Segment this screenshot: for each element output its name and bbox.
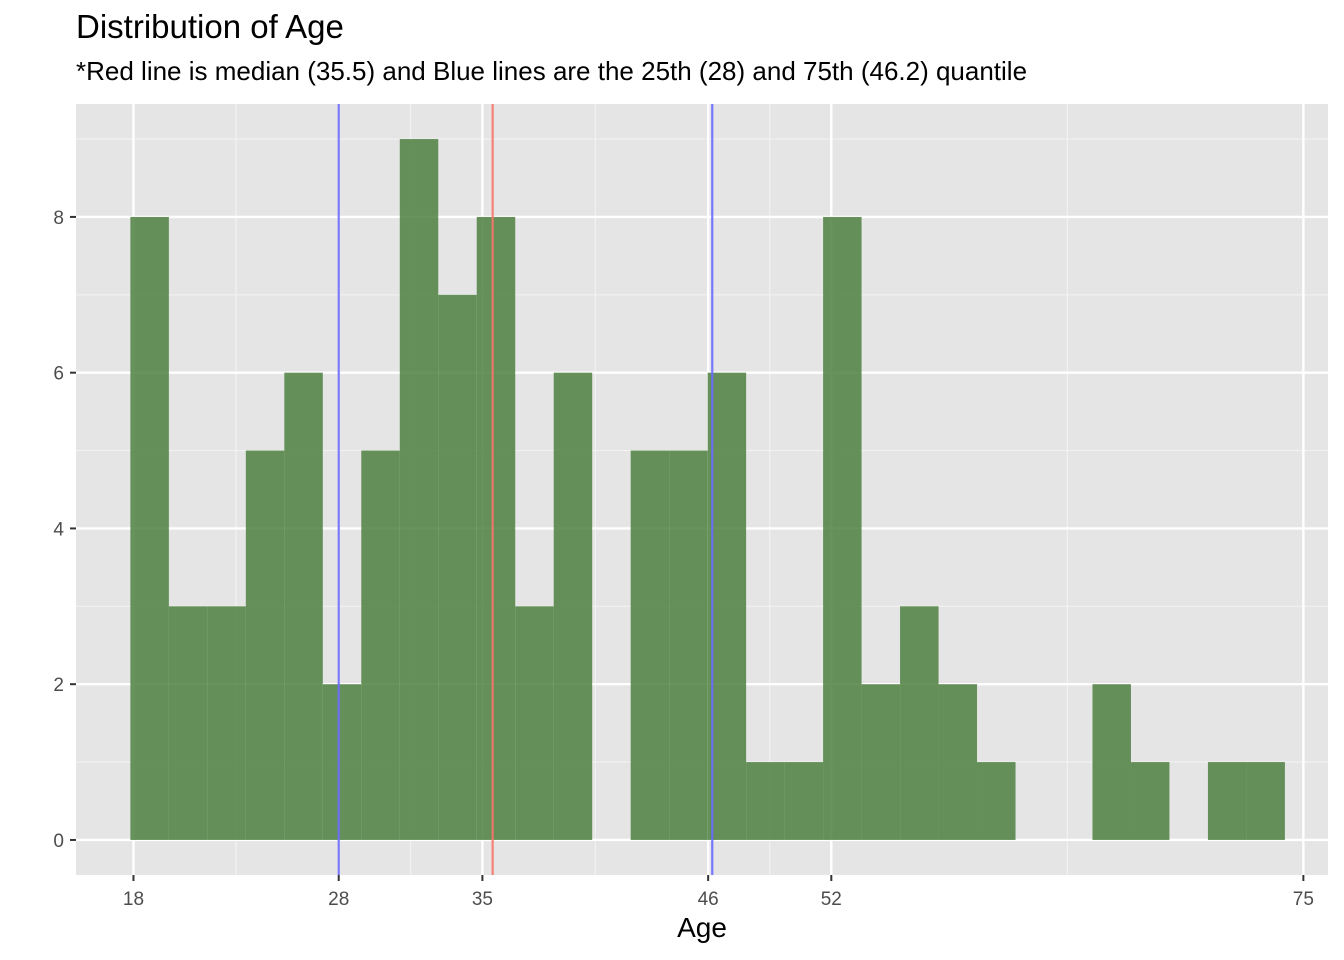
histogram-bar xyxy=(168,606,208,840)
x-axis: 18 28 35 46 52 75 xyxy=(123,875,1314,910)
y-tick-label: 0 xyxy=(53,831,64,852)
histogram-bar xyxy=(630,450,670,840)
histogram-bar xyxy=(399,139,439,840)
x-tick-label: 46 xyxy=(698,889,719,910)
histogram-bar xyxy=(245,450,285,840)
reference-lines xyxy=(337,104,714,875)
y-tick-label: 6 xyxy=(53,364,64,385)
histogram-bar xyxy=(823,216,862,840)
histogram-bar xyxy=(515,606,554,840)
histogram-bar xyxy=(977,762,1016,840)
histogram-bars xyxy=(130,139,1285,840)
histogram-bar xyxy=(553,372,593,840)
chart-title: Distribution of Age xyxy=(76,8,344,45)
histogram-bar xyxy=(861,684,901,840)
x-tick-label: 75 xyxy=(1293,889,1314,910)
histogram-bar xyxy=(938,684,978,840)
chart-subtitle: *Red line is median (35.5) and Blue line… xyxy=(76,56,1028,86)
histogram-bar xyxy=(284,372,323,840)
y-tick-label: 2 xyxy=(53,675,64,696)
histogram-bar xyxy=(1207,762,1247,840)
histogram-bar xyxy=(1130,762,1170,840)
histogram-bar xyxy=(130,216,169,840)
x-tick-label: 52 xyxy=(821,889,842,910)
histogram-bar xyxy=(707,372,747,840)
x-tick-label: 18 xyxy=(123,889,144,910)
y-axis: 0 2 4 6 8 xyxy=(53,208,76,852)
histogram-bar xyxy=(322,684,362,840)
histogram-bar xyxy=(207,606,246,840)
x-axis-label: Age xyxy=(677,912,727,943)
histogram-bar xyxy=(784,762,824,840)
histogram-bar xyxy=(1092,684,1131,840)
histogram-bar xyxy=(438,294,477,840)
histogram-bar xyxy=(900,606,939,840)
x-tick-label: 35 xyxy=(472,889,493,910)
histogram-bar xyxy=(746,762,785,840)
histogram-bar xyxy=(1246,762,1285,840)
x-tick-label: 28 xyxy=(328,889,349,910)
y-tick-label: 8 xyxy=(53,208,64,229)
y-tick-label: 4 xyxy=(53,519,64,540)
histogram-bar xyxy=(476,216,516,840)
histogram-bar xyxy=(361,450,400,840)
histogram-bar xyxy=(669,450,708,840)
